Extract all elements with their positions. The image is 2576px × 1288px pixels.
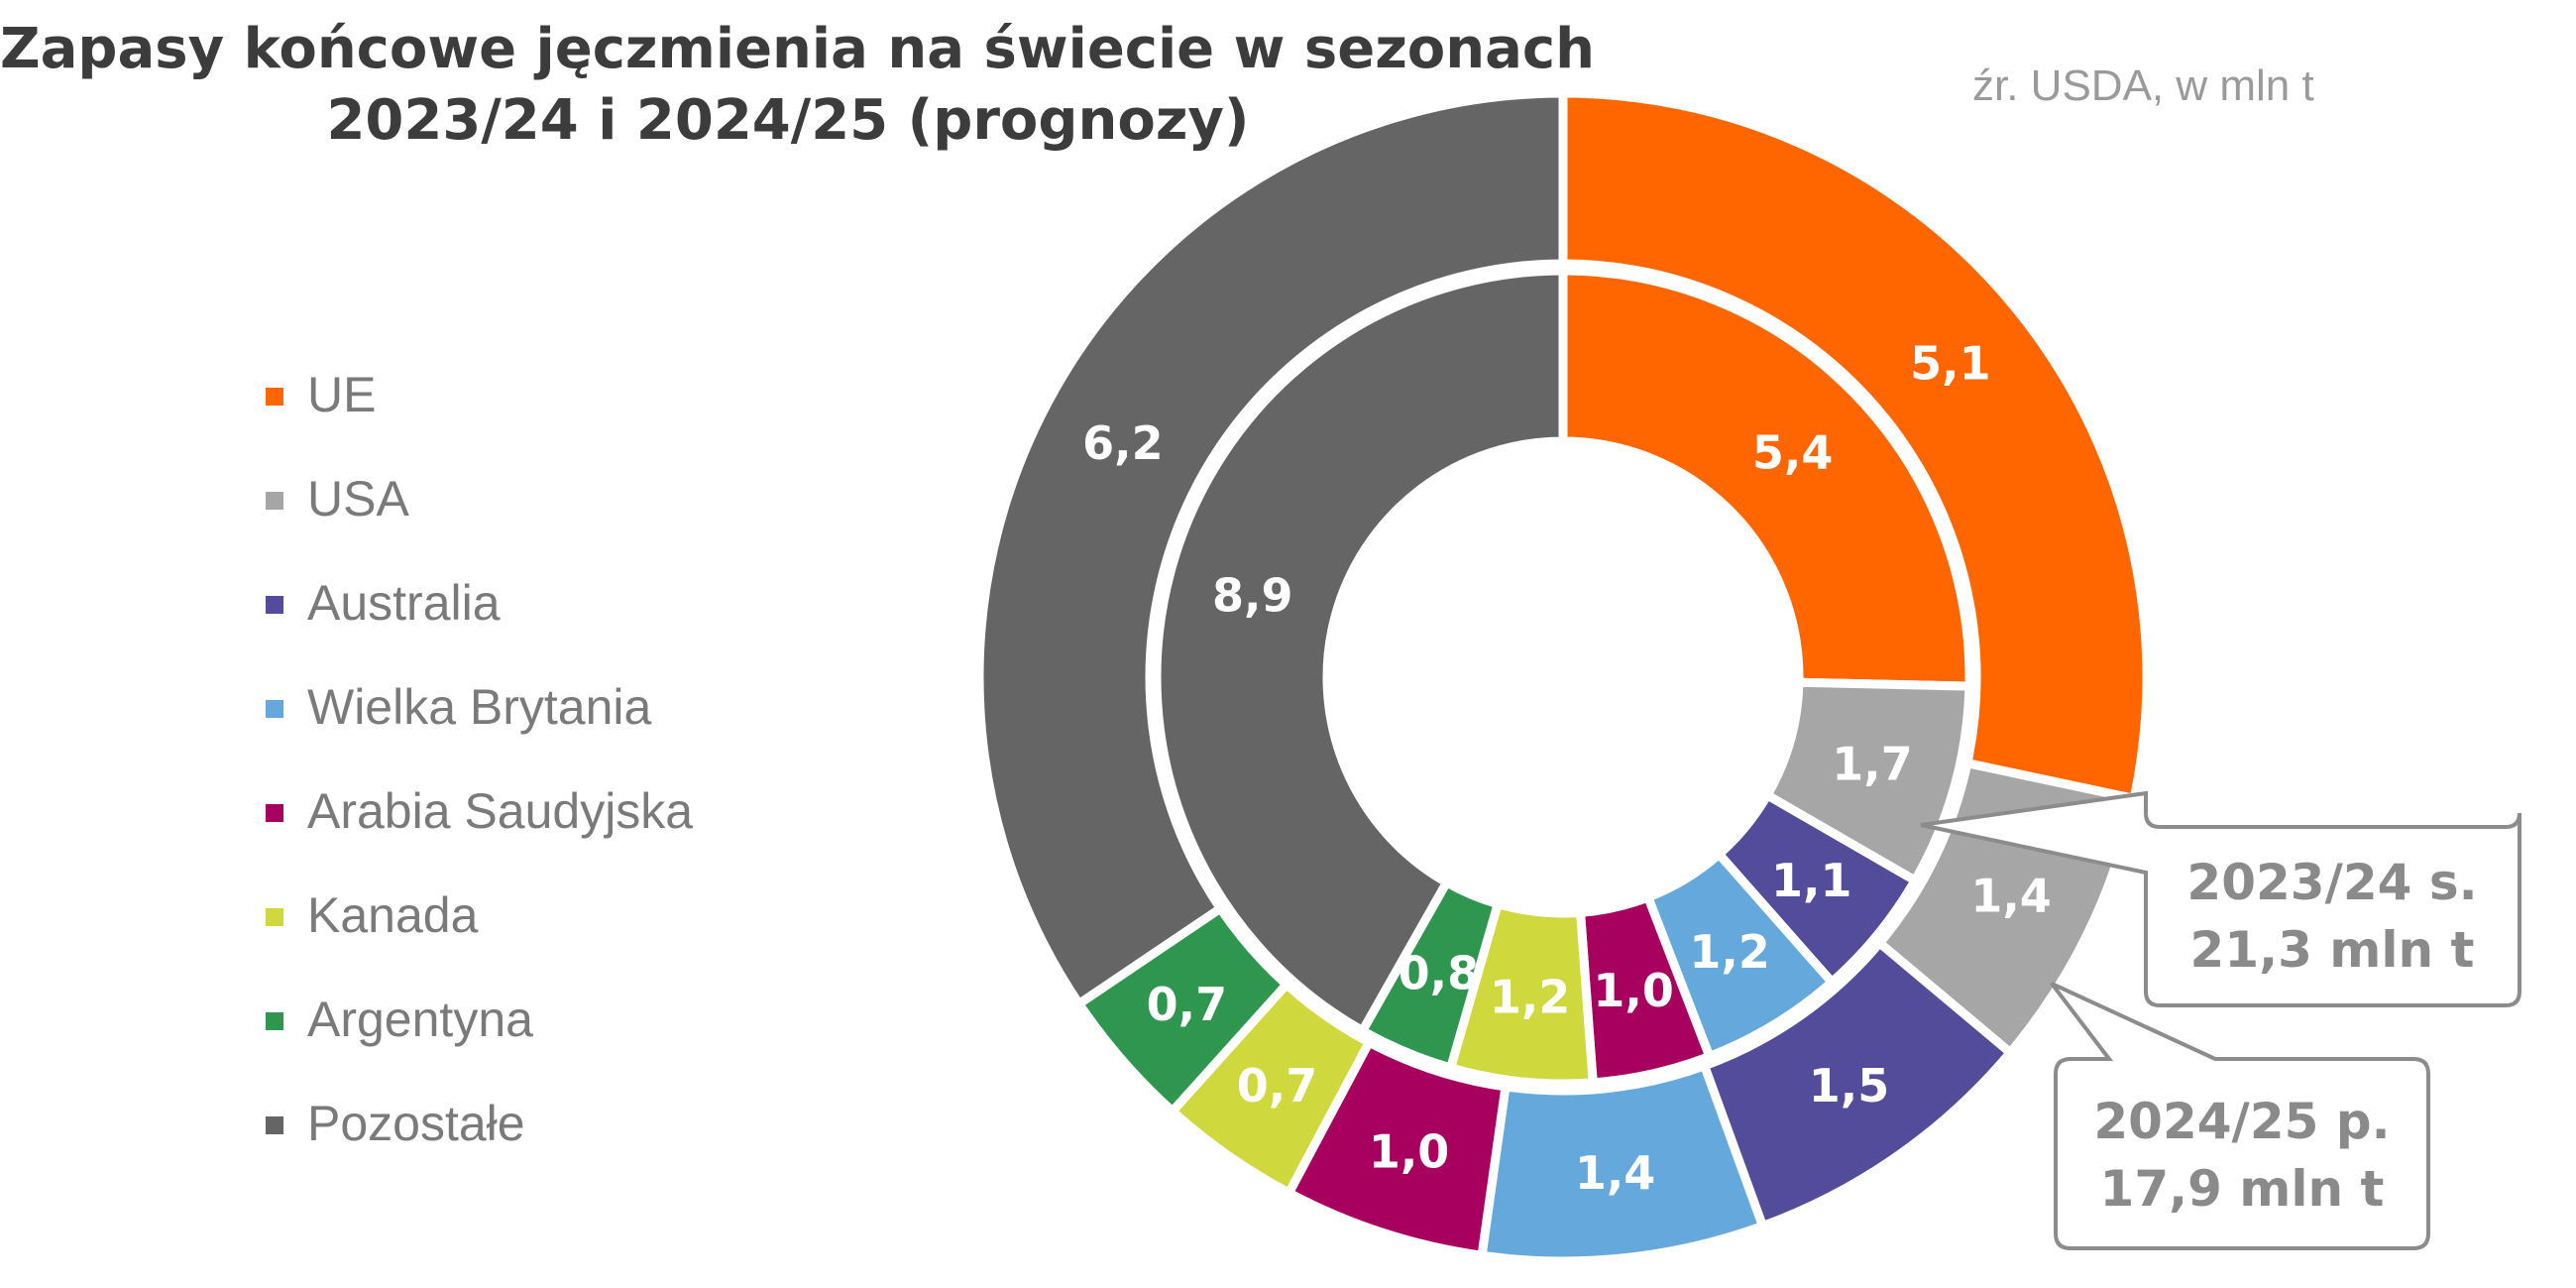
outer-ring-label-australia: 1,5 [1809,1059,1890,1112]
callout-outer-line-2: 17,9 mln t [2100,1160,2385,1218]
inner-ring-slice-pozostale [1152,266,1568,1037]
inner-ring-label-ue: 5,4 [1752,425,1834,479]
callout-inner-line-2: 21,3 mln t [2190,921,2475,979]
legend-swatch [266,492,283,510]
legend-label: Kanada [307,887,479,943]
inner-ring-label-kanada: 1,2 [1490,970,1571,1023]
legend-label: UE [307,367,377,422]
outer-ring-label-argentyna: 0,7 [1147,978,1228,1031]
inner-ring-label-australia: 1,1 [1771,854,1852,907]
inner-ring-label-argentyna: 0,8 [1399,947,1480,1000]
outer-ring-label-usa: 1,4 [1970,870,2052,923]
inner-ring-label-arabia-saudyjska: 1,0 [1593,964,1674,1017]
legend-label: Argentyna [307,992,533,1047]
outer-ring-label-wielka-brytania: 1,4 [1575,1146,1656,1200]
callout-inner-season: 2023/24 s. 21,3 mln t [1920,790,2521,1007]
legend-swatch [266,596,283,614]
legend-label: Australia [307,575,501,631]
legend-swatch [266,1116,283,1134]
chart-rings [974,88,2152,1266]
outer-ring-label-kanada: 0,7 [1237,1059,1318,1112]
callout-outer-box [2050,982,2430,1250]
chart-value-labels: 5,41,71,11,21,01,20,88,95,11,41,51,41,00… [1082,336,2052,1200]
legend-swatch [266,804,283,822]
outer-ring-slice-ue [1558,88,2152,804]
outer-ring-label-arabia-saudyjska: 1,0 [1369,1124,1450,1178]
legend-label: USA [307,471,409,527]
chart-callouts: 2023/24 s. 21,3 mln t 2024/25 p. 17,9 ml… [1920,790,2521,1250]
callout-inner-box [1920,790,2521,1007]
callout-outer-season: 2024/25 p. 17,9 mln t [2050,982,2430,1250]
legend-swatch [266,1012,283,1030]
outer-ring-label-pozostale: 6,2 [1082,416,1164,470]
inner-ring-slice-ue [1558,266,1974,691]
legend-swatch [266,388,283,406]
callout-inner-line-1: 2023/24 s. [2186,854,2477,911]
source-note: źr. USDA, w mln t [1972,61,2314,110]
inner-ring-label-pozostale: 8,9 [1212,568,1293,622]
chart-title: Zapasy końcowe jęczmienia na świecie w s… [0,14,1595,157]
chart-title-line-1: Zapasy końcowe jęczmienia na świecie w s… [0,17,1595,81]
legend-label: Pozostałe [307,1096,525,1151]
inner-ring-label-usa: 1,7 [1832,737,1913,790]
inner-ring-label-wielka-brytania: 1,2 [1689,925,1770,979]
outer-ring-slice-pozostale [974,88,1568,1010]
legend-swatch [266,700,283,718]
outer-ring-label-ue: 5,1 [1910,336,1991,390]
legend-label: Wielka Brytania [307,679,652,735]
chart-title-line-2: 2023/24 i 2024/25 (prognozy) [326,88,1250,153]
legend-swatch [266,908,283,926]
legend-label: Arabia Saudyjska [307,783,694,839]
callout-outer-line-1: 2024/25 p. [2093,1093,2390,1150]
